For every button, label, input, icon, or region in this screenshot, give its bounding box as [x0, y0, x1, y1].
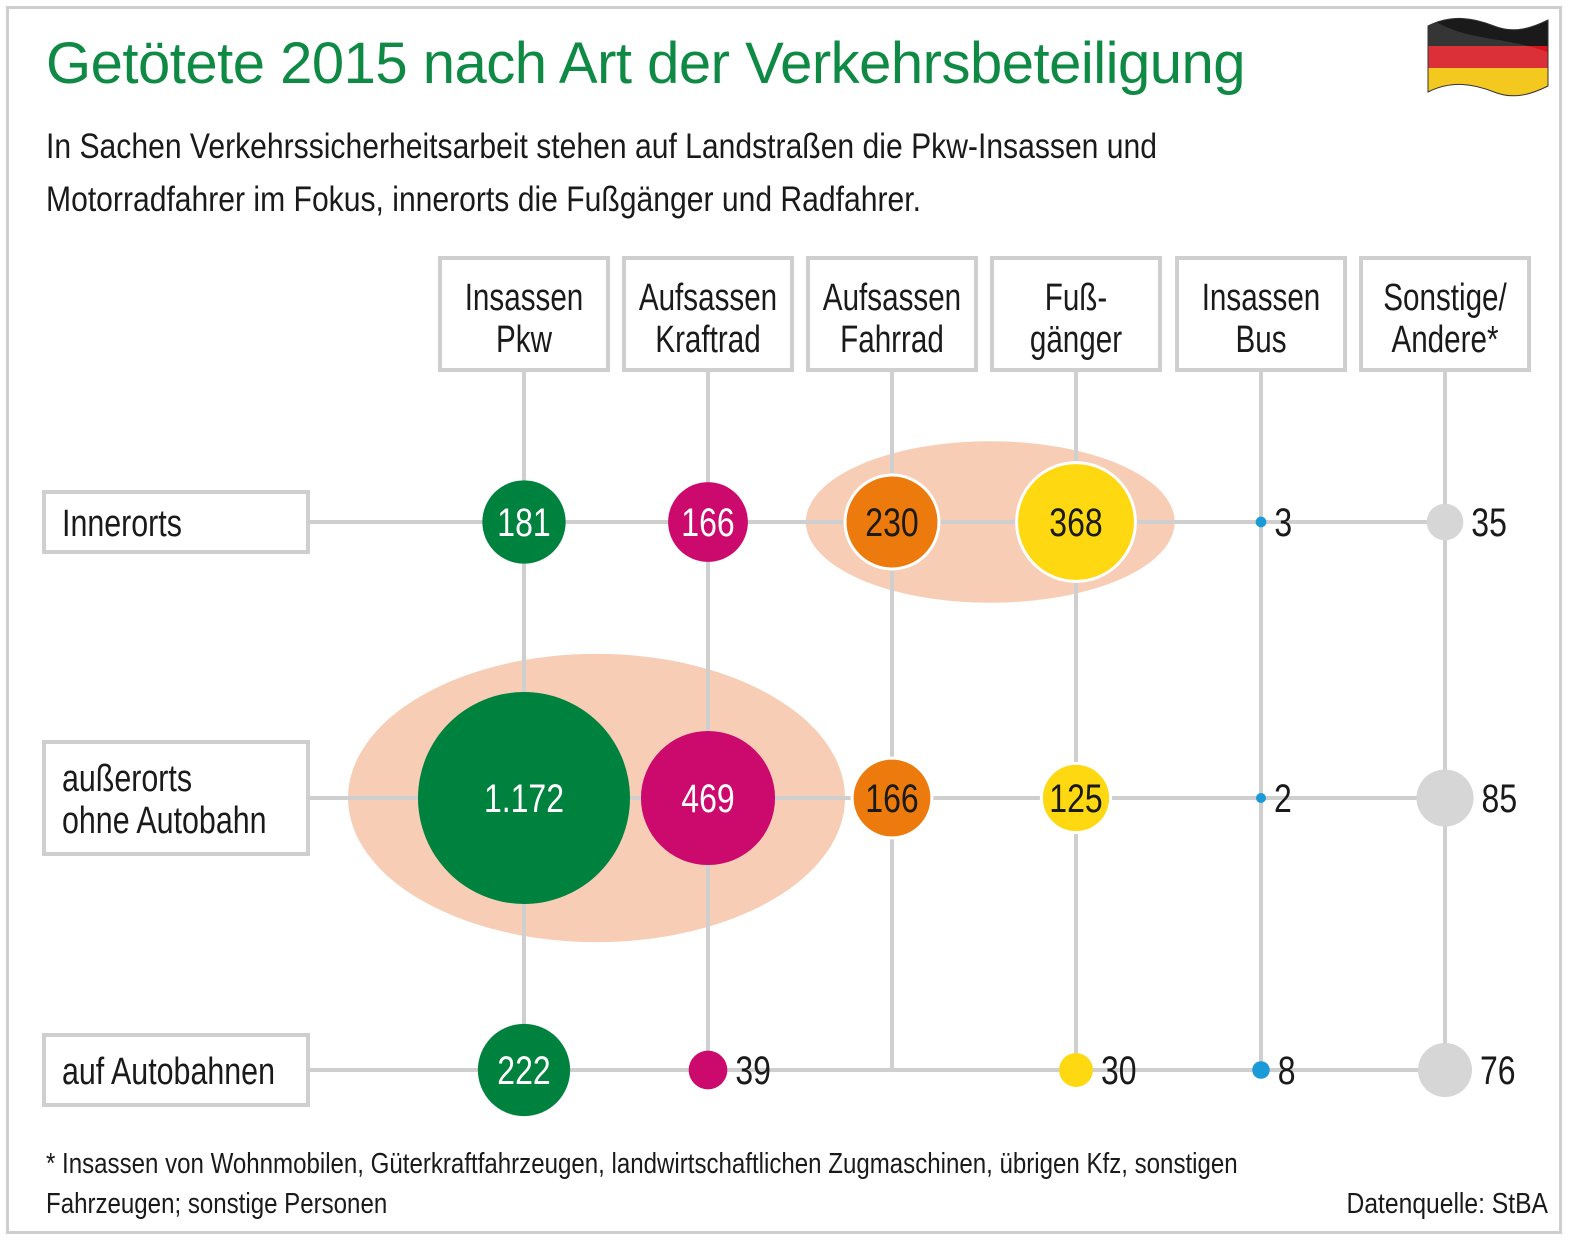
value-label-ausserorts-sonstige: 85	[1482, 776, 1518, 821]
bubble-autobahn-bus	[1252, 1061, 1270, 1079]
row-label-ausserorts: ohne Autobahn	[62, 800, 267, 842]
column-header-label-pkw: Pkw	[496, 319, 552, 361]
column-header-box-bus	[1175, 256, 1347, 372]
row-label-box-innerorts	[42, 490, 310, 554]
row-label-autobahn: auf Autobahnen	[62, 1051, 275, 1093]
bubble-innerorts-bus	[1255, 516, 1267, 528]
bubble-ausserorts-kraftrad	[640, 730, 776, 866]
chart-frame	[6, 6, 1562, 1234]
value-label-innerorts-fahrrad: 230	[865, 500, 918, 545]
bubble-autobahn-fussgaenger	[1059, 1053, 1093, 1087]
chart-title: Getötete 2015 nach Art der Verkehrsbetei…	[46, 31, 1246, 96]
data-source: Datenquelle: StBA	[1346, 1188, 1548, 1220]
row-label-ausserorts: außerorts	[62, 758, 192, 800]
column-header-label-fussgaenger: Fuß-	[1045, 277, 1108, 319]
column-header-box-kraftrad	[622, 256, 794, 372]
value-label-autobahn-pkw: 222	[497, 1048, 550, 1093]
row-label-box-autobahn	[42, 1033, 310, 1107]
value-label-innerorts-kraftrad: 166	[681, 500, 734, 545]
bubble-ausserorts-sonstige	[1416, 769, 1474, 827]
bubble-ausserorts-fussgaenger	[1039, 761, 1113, 835]
value-label-autobahn-fussgaenger: 30	[1101, 1048, 1137, 1093]
column-header-box-sonstige	[1359, 256, 1531, 372]
germany-flag-icon	[1427, 17, 1549, 97]
value-label-innerorts-pkw: 181	[497, 500, 550, 545]
column-header-label-fahrrad: Fahrrad	[840, 319, 944, 361]
bubble-autobahn-sonstige	[1418, 1043, 1472, 1097]
chart-subtitle: In Sachen Verkehrssicherheitsarbeit steh…	[46, 127, 1158, 219]
column-header-label-fussgaenger: gänger	[1030, 319, 1122, 361]
bubble-innerorts-sonstige	[1426, 503, 1464, 541]
bubble-ausserorts-fahrrad	[850, 756, 934, 840]
value-label-innerorts-bus: 3	[1274, 500, 1292, 545]
column-header-box-pkw	[438, 256, 610, 372]
column-header-label-fahrrad: Aufsassen	[823, 277, 961, 319]
bubble-ausserorts-pkw	[418, 692, 630, 904]
bubble-layer	[418, 461, 1474, 1117]
bubble-autobahn-pkw	[477, 1023, 571, 1117]
column-header-box-fussgaenger	[990, 256, 1162, 372]
column-header-label-sonstige: Andere*	[1391, 319, 1498, 361]
value-label-innerorts-sonstige: 35	[1471, 500, 1507, 545]
bubble-innerorts-pkw	[482, 480, 566, 564]
value-label-ausserorts-bus: 2	[1274, 776, 1292, 821]
column-header-label-bus: Insassen	[1202, 277, 1321, 319]
value-label-ausserorts-pkw: 1.172	[484, 776, 564, 821]
bubble-innerorts-fahrrad	[843, 473, 941, 571]
row-label-box-ausserorts	[42, 740, 310, 856]
footnote: * Insassen von Wohnmobilen, Güterkraftfa…	[46, 1148, 1238, 1220]
column-header-label-bus: Bus	[1235, 319, 1286, 361]
bubble-ausserorts-bus	[1256, 793, 1266, 803]
value-label-autobahn-kraftrad: 39	[735, 1048, 771, 1093]
value-label-autobahn-bus: 8	[1278, 1048, 1296, 1093]
column-header-label-kraftrad: Aufsassen	[639, 277, 777, 319]
bubble-innerorts-fussgaenger	[1015, 461, 1137, 583]
column-header-label-kraftrad: Kraftrad	[655, 319, 760, 361]
bubble-innerorts-kraftrad	[668, 482, 748, 562]
value-label-innerorts-fussgaenger: 368	[1049, 500, 1102, 545]
column-header-label-pkw: Insassen	[465, 277, 584, 319]
column-header-layer: InsassenPkwAufsassenKraftradAufsassenFah…	[438, 256, 1531, 372]
row-label-innerorts: Innerorts	[62, 503, 182, 545]
bubble-autobahn-kraftrad	[688, 1050, 728, 1090]
value-label-ausserorts-fahrrad: 166	[865, 776, 918, 821]
column-header-label-sonstige: Sonstige/	[1383, 277, 1507, 319]
value-label-autobahn-sonstige: 76	[1480, 1048, 1516, 1093]
value-label-layer: 181 166 230 368 3 35 1.172 469 166 125 2 85 222 39 30 8…	[484, 500, 1517, 1093]
value-label-ausserorts-fussgaenger: 125	[1049, 776, 1102, 821]
value-label-ausserorts-kraftrad: 469	[681, 776, 734, 821]
column-header-box-fahrrad	[806, 256, 978, 372]
